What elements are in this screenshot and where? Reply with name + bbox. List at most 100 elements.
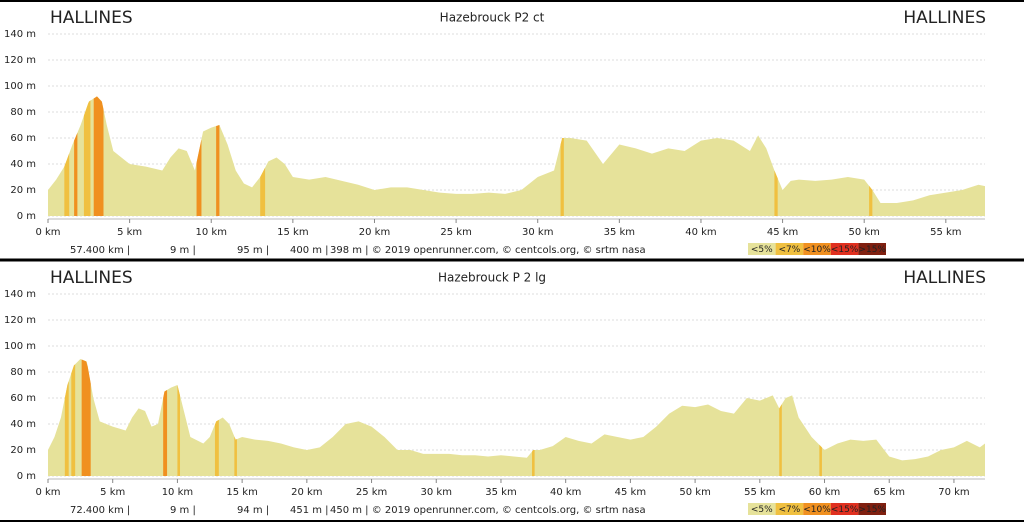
steep-section [74, 132, 78, 216]
y-tick-label: 120 m [4, 55, 36, 66]
steep-section [869, 185, 873, 216]
steep-section [234, 436, 237, 476]
steep-section [163, 389, 168, 476]
y-tick-label: 20 m [10, 185, 36, 196]
legend-label: <10% [803, 505, 831, 515]
steep-section [64, 381, 69, 476]
y-tick-label: 0 m [17, 211, 36, 222]
y-tick-label: 140 m [4, 29, 36, 40]
x-tick-label: 0 km [35, 227, 60, 238]
legend-swatch [830, 503, 859, 515]
x-tick-label: 35 km [485, 487, 516, 498]
y-tick-label: 60 m [10, 133, 36, 144]
legend-swatch [803, 243, 831, 255]
footer-text: 398 m | © 2019 openrunner.com, © centcol… [330, 245, 646, 256]
legend-label: <5% [751, 505, 773, 515]
steep-section [81, 359, 91, 476]
steep-section [774, 170, 778, 216]
x-tick-label: 15 km [226, 487, 257, 498]
x-tick-label: 40 km [685, 227, 716, 238]
right-label: HALLINES [903, 268, 986, 288]
y-tick-label: 100 m [4, 341, 36, 352]
x-tick-label: 25 km [356, 487, 387, 498]
footer-text: 72.400 km | [70, 505, 130, 516]
footer-text: 57.400 km | [70, 245, 130, 256]
elevation-area [48, 96, 985, 216]
x-tick-label: 45 km [615, 487, 646, 498]
x-tick-label: 0 km [35, 487, 60, 498]
footer-text: 451 m | [290, 505, 329, 516]
footer-text: 95 m | [237, 245, 269, 256]
steep-section [83, 100, 91, 216]
y-tick-label: 140 m [4, 289, 36, 300]
steep-section [177, 385, 181, 476]
x-tick-label: 50 km [679, 487, 710, 498]
y-tick-label: 40 m [10, 159, 36, 170]
legend-swatch [748, 503, 776, 515]
y-tick-label: 100 m [4, 81, 36, 92]
legend-swatch [775, 243, 804, 255]
footer-text: 400 m | [290, 245, 329, 256]
legend-label: <10% [803, 245, 831, 255]
x-tick-label: 35 km [604, 227, 635, 238]
footer-text: 450 m | © 2019 openrunner.com, © centcol… [330, 505, 646, 516]
y-tick-label: 20 m [10, 445, 36, 456]
legend-label: <5% [751, 245, 773, 255]
legend-label: >15% [858, 245, 886, 255]
steep-section [819, 444, 822, 476]
x-tick-label: 50 km [848, 227, 879, 238]
right-label: HALLINES [903, 8, 986, 28]
x-tick-label: 10 km [196, 227, 227, 238]
x-tick-label: 65 km [874, 487, 905, 498]
y-tick-label: 80 m [10, 367, 36, 378]
legend-swatch [858, 243, 886, 255]
x-tick-label: 55 km [930, 227, 961, 238]
steep-section [71, 364, 76, 476]
x-tick-label: 5 km [100, 487, 125, 498]
chart-title: Hazebrouck P2 ct [440, 11, 545, 25]
footer-text: 9 m | [170, 505, 196, 516]
x-tick-label: 55 km [744, 487, 775, 498]
steep-section [214, 419, 219, 476]
x-tick-label: 30 km [421, 487, 452, 498]
legend-swatch [803, 503, 831, 515]
x-tick-label: 25 km [440, 227, 471, 238]
steep-section [216, 125, 220, 216]
legend-swatch [858, 503, 886, 515]
y-tick-label: 0 m [17, 471, 36, 482]
x-tick-label: 40 km [550, 487, 581, 498]
legend-label: <15% [831, 505, 859, 515]
y-tick-label: 120 m [4, 315, 36, 326]
x-tick-label: 60 km [809, 487, 840, 498]
steep-section [64, 153, 70, 216]
elevation-area [48, 359, 985, 476]
x-tick-label: 15 km [277, 227, 308, 238]
steep-section [93, 96, 104, 216]
legend-label: <7% [778, 245, 800, 255]
y-tick-label: 80 m [10, 107, 36, 118]
legend-swatch [748, 243, 776, 255]
steep-section [560, 138, 564, 216]
chart-title: Hazebrouck P 2 lg [438, 271, 546, 285]
steep-section [260, 167, 266, 216]
x-tick-label: 10 km [162, 487, 193, 498]
steep-section [779, 404, 782, 476]
y-tick-label: 40 m [10, 419, 36, 430]
x-tick-label: 20 km [291, 487, 322, 498]
legend-swatch [830, 243, 859, 255]
left-label: HALLINES [50, 268, 133, 288]
x-tick-label: 30 km [522, 227, 553, 238]
footer-text: 9 m | [170, 245, 196, 256]
legend-label: >15% [858, 505, 886, 515]
legend-label: <7% [778, 505, 800, 515]
steep-section [196, 139, 202, 216]
steep-section [532, 450, 535, 476]
x-tick-label: 5 km [117, 227, 142, 238]
footer-text: 94 m | [237, 505, 269, 516]
legend-swatch [775, 503, 804, 515]
x-tick-label: 20 km [359, 227, 390, 238]
legend-label: <15% [831, 245, 859, 255]
x-tick-label: 70 km [938, 487, 969, 498]
x-tick-label: 45 km [767, 227, 798, 238]
